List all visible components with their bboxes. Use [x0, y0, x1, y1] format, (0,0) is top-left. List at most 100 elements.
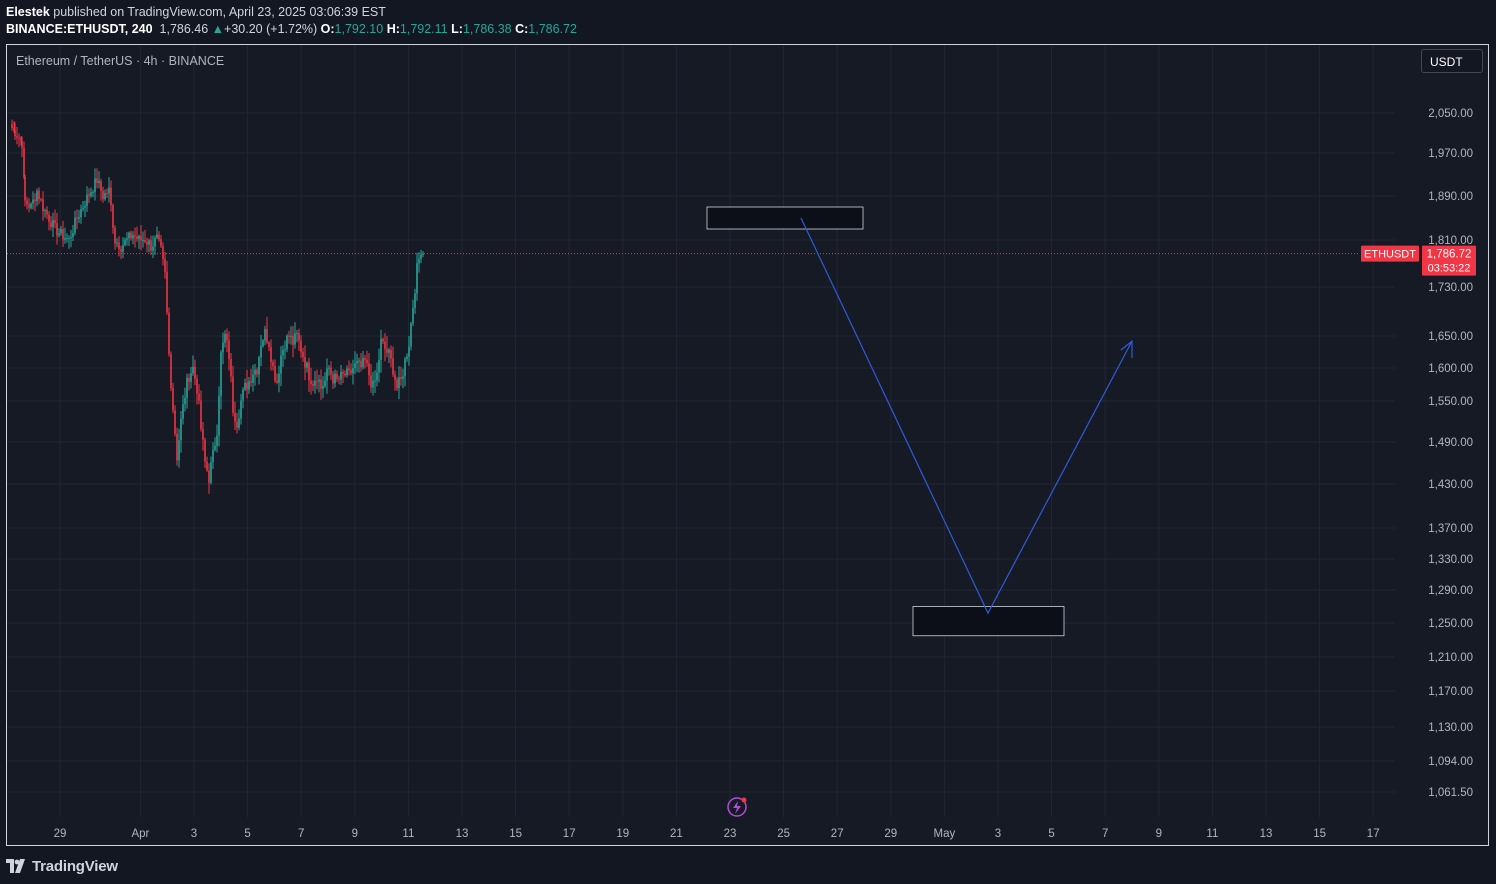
x-tick-label: 3 [191, 828, 197, 840]
candle-body [256, 369, 258, 375]
x-tick-label: 7 [298, 828, 304, 840]
candle-body [21, 141, 23, 148]
candle-body [14, 129, 16, 137]
candle-body [36, 190, 38, 202]
price-chart[interactable]: 2,050.00 1,970.00 1,890.00 1,810.00 1,730.00… [7, 45, 1489, 846]
currency-button[interactable]: USDT [1421, 49, 1483, 73]
candle-body [120, 249, 122, 252]
published-text: published on TradingView.com, April 23, … [49, 5, 386, 19]
y-tick-label: 2,050.00 [1428, 108, 1473, 120]
candle-body [200, 400, 202, 429]
candle-body [414, 293, 416, 308]
y-tick-label: 1,490.00 [1428, 437, 1473, 449]
candle-body [302, 352, 304, 358]
candle-body [60, 228, 62, 234]
candle-body [312, 384, 314, 386]
y-tick-label: 1,730.00 [1428, 282, 1473, 294]
candle-body [226, 333, 228, 341]
candle-body [86, 194, 88, 206]
x-tick-label: 5 [244, 828, 250, 840]
candle-body [376, 372, 378, 381]
candle-body [392, 358, 394, 375]
candle-body [416, 263, 418, 294]
candle-body [230, 359, 232, 377]
price-tag-symbol: ETHUSDT [1364, 249, 1416, 261]
y-tick-label: 1,430.00 [1428, 479, 1473, 491]
candle-body [396, 379, 398, 389]
candle-body [294, 333, 296, 345]
candle-body [218, 396, 220, 436]
candle-body [78, 217, 80, 219]
candle-body [364, 357, 366, 360]
candle-body [260, 346, 262, 358]
candle-body [214, 445, 216, 450]
candle-body [160, 239, 162, 247]
candle-body [400, 377, 402, 379]
candle-body [210, 461, 212, 483]
x-tick-label: 7 [1102, 828, 1108, 840]
chart-header: Elestek published on TradingView.com, Ap… [0, 0, 1496, 44]
chart-frame[interactable]: 2,050.00 1,970.00 1,890.00 1,810.00 1,730.00… [6, 44, 1489, 846]
publish-info: Elestek published on TradingView.com, Ap… [6, 5, 386, 19]
candle-body [128, 232, 130, 239]
candle-body [32, 199, 34, 204]
candle-body [232, 376, 234, 413]
low-label: L: [451, 22, 463, 36]
y-tick-label: 1,290.00 [1428, 585, 1473, 597]
candle-body [242, 389, 244, 401]
candle-body [154, 237, 156, 247]
candle-body [234, 412, 236, 422]
candle-body [182, 404, 184, 419]
price-tag: ETHUSDT 1,786.72 03:53:22 [1361, 245, 1476, 276]
candle-body [106, 192, 108, 194]
y-tick-label: 1,330.00 [1428, 554, 1473, 566]
candle-body [362, 357, 364, 368]
candle-body [322, 386, 324, 389]
candle-body [388, 349, 390, 353]
candle-body [82, 207, 84, 210]
candle-body [142, 240, 144, 242]
author-name[interactable]: Elestek [6, 5, 50, 19]
y-tick-label: 1,130.00 [1428, 722, 1473, 734]
candle-body [170, 354, 172, 389]
candle-body [404, 359, 406, 377]
candle-body [110, 187, 112, 206]
candle-body [410, 323, 412, 347]
lightning-event-ring [727, 797, 747, 817]
tradingview-brand: TradingView [32, 857, 118, 875]
x-tick-label: 3 [995, 828, 1001, 840]
candle-body [288, 335, 290, 337]
candle-body [332, 374, 334, 384]
candle-body [72, 232, 74, 238]
candle-body [382, 338, 384, 342]
y-tick-label: 1,061.50 [1428, 787, 1473, 799]
candle-body [338, 378, 340, 380]
candle-body [46, 209, 48, 215]
candle-body [58, 233, 60, 236]
candle-body [336, 373, 338, 379]
x-tick-label: 11 [1206, 828, 1218, 840]
candle-body [158, 234, 160, 240]
candle-body [408, 346, 410, 357]
y-tick-label: 1,550.00 [1428, 396, 1473, 408]
x-tick-label: 9 [352, 828, 358, 840]
candle-body [352, 368, 354, 374]
candle-body [124, 239, 126, 246]
high-value: 1,792.11 [399, 22, 448, 36]
x-tick-label: 23 [724, 828, 737, 840]
candle-body [172, 388, 174, 411]
close-value: 1,786.72 [528, 22, 577, 36]
x-tick-label: 25 [777, 828, 790, 840]
candle-body [24, 177, 26, 201]
candle-body [174, 410, 176, 434]
candle-body [298, 333, 300, 341]
candle-body [406, 356, 408, 360]
candle-body [132, 235, 134, 239]
x-tick-label: 17 [563, 828, 576, 840]
lightning-event-icon[interactable] [727, 797, 747, 817]
candle-body [16, 136, 18, 138]
candle-body [18, 137, 20, 139]
candle-body [340, 371, 342, 380]
candle-body [220, 352, 222, 397]
candle-body [122, 245, 124, 252]
